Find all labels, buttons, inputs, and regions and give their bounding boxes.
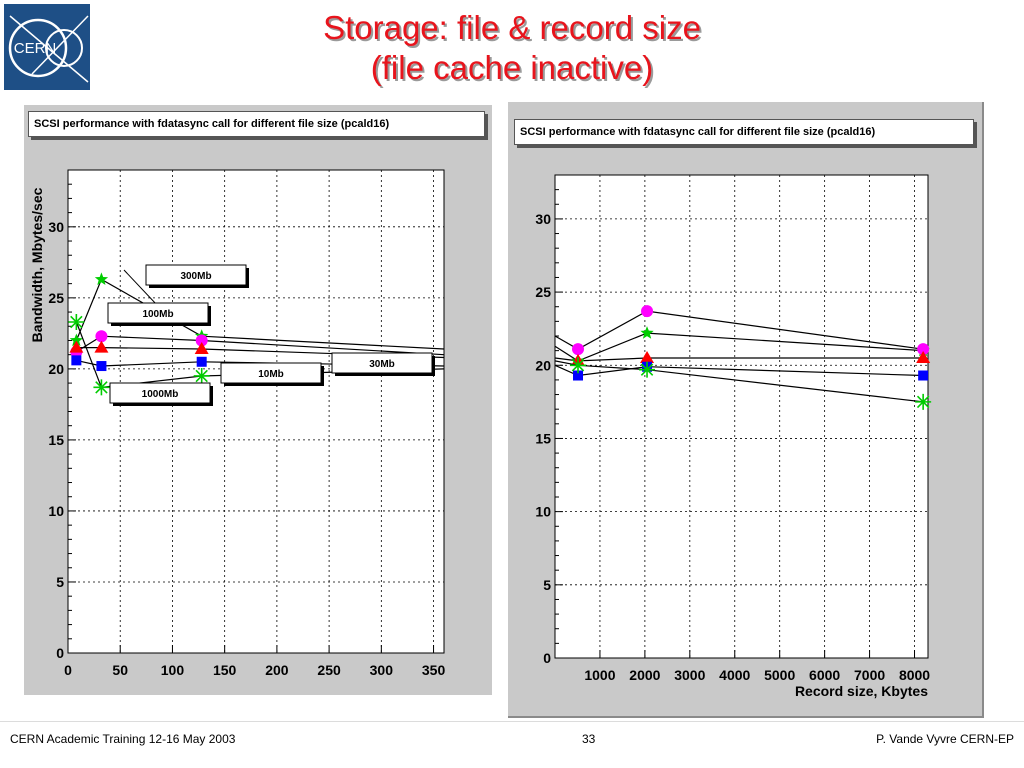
data-point (193, 367, 210, 384)
x-tick-label: 250 (317, 662, 341, 678)
plot-area (554, 174, 929, 659)
cern-logo: CERN (2, 2, 92, 92)
y-tick-label: 25 (535, 284, 551, 300)
series-label-text: 30Mb (369, 359, 395, 370)
x-tick-label: 100 (161, 662, 185, 678)
series-label-leader (123, 269, 158, 306)
y-tick-label: 10 (535, 504, 551, 520)
data-point (573, 370, 584, 381)
series-10mb (71, 355, 445, 372)
plot-area (67, 169, 445, 654)
data-point (71, 355, 82, 366)
x-tick-label: 2000 (629, 667, 660, 683)
series-line (76, 335, 445, 356)
x-tick-label: 150 (213, 662, 237, 678)
series-line (76, 347, 445, 359)
footer-event: CERN Academic Training 12-16 May 2003 (10, 732, 236, 746)
y-tick-label: 15 (48, 432, 64, 448)
x-tick-label: 4000 (719, 667, 750, 683)
x-tick-label: 7000 (854, 667, 885, 683)
x-tick-label: 0 (64, 662, 72, 678)
series-100mb (554, 305, 930, 356)
series-line (554, 360, 924, 403)
y-tick-label: 25 (48, 290, 64, 306)
data-point (95, 330, 108, 343)
y-tick-label: 0 (543, 650, 551, 666)
data-point (69, 333, 83, 347)
data-point (96, 361, 107, 372)
data-point (94, 272, 109, 285)
series-label-100mb: 100Mb (107, 302, 211, 326)
data-point (570, 357, 587, 374)
series-30mb (69, 340, 445, 359)
y-tick-label: 15 (535, 430, 551, 446)
x-tick-label: 200 (265, 662, 289, 678)
data-point (69, 340, 84, 353)
data-point (68, 314, 85, 331)
series-line (554, 310, 924, 350)
x-tick-label: 1000 (584, 667, 615, 683)
chart-right: 0 5 10 15 20 25 30 1000 2000 3000 4000 5000 6000 7000… (535, 174, 932, 699)
x-tick-label: 3000 (674, 667, 705, 683)
series-label-text: 300Mb (180, 271, 211, 282)
series-label-text: 1000Mb (142, 389, 179, 400)
series-label-10mb: 10Mb (220, 362, 324, 386)
y-tick-label: 20 (535, 357, 551, 373)
data-point (915, 393, 932, 410)
y-tick-label: 5 (56, 574, 64, 590)
chart-panel-right: SCSI performance with fdatasync call for… (508, 102, 984, 718)
y-tick-label: 10 (48, 503, 64, 519)
series-label-text: 100Mb (142, 309, 173, 320)
footer-author: P. Vande Vyvre CERN-EP (876, 732, 1014, 746)
data-point (93, 379, 110, 396)
x-tick-label: 300 (370, 662, 394, 678)
data-point (917, 343, 930, 356)
data-point (572, 343, 585, 356)
y-tick-label: 0 (56, 645, 64, 661)
data-point (639, 361, 656, 378)
x-tick-label: 350 (422, 662, 446, 678)
footer-divider (0, 721, 1024, 722)
data-point (94, 340, 109, 353)
series-label-30mb: 30Mb (331, 352, 435, 376)
y-tick-label: 20 (48, 361, 64, 377)
data-point (196, 356, 207, 367)
y-tick-label: 30 (48, 219, 64, 235)
grid-lines (68, 170, 444, 653)
slide-title-line-1: Storage: file & record size (323, 9, 701, 46)
data-point (918, 370, 929, 381)
series-line (554, 332, 924, 362)
y-tick-label: 5 (543, 577, 551, 593)
series-line (554, 364, 924, 377)
slide-title-line-2: (file cache inactive) (370, 49, 654, 86)
y-axis-label: Bandwidth, Mbytes/sec (29, 187, 45, 342)
cern-logo-graphic: CERN (2, 2, 92, 92)
data-point (195, 334, 208, 347)
x-tick-label: 8000 (899, 667, 930, 683)
data-point (640, 350, 655, 363)
grid-lines (555, 175, 928, 658)
x-tick-label: 6000 (809, 667, 840, 683)
series-label-300mb: 300Mb (123, 264, 249, 306)
series-label-1000mb: 1000Mb (109, 382, 213, 406)
chart-panel-left: SCSI performance with fdatasync call for… (24, 105, 492, 695)
chart-title-left: SCSI performance with fdatasync call for… (28, 111, 485, 137)
x-tick-label: 50 (112, 662, 128, 678)
data-point (916, 350, 931, 363)
series-line (554, 357, 924, 362)
footer-page-number: 33 (582, 732, 596, 746)
data-point (641, 305, 654, 318)
x-axis-label: Record size, Kbytes (795, 683, 928, 699)
data-point (194, 341, 209, 354)
y-tick-label: 30 (535, 211, 551, 227)
data-point (640, 326, 654, 339)
x-tick-label: 5000 (764, 667, 795, 683)
series-1000mb (554, 357, 932, 410)
series-line (76, 359, 445, 367)
logo-text: CERN (14, 40, 57, 57)
series-label-text: 10Mb (258, 369, 284, 380)
chart-title-right: SCSI performance with fdatasync call for… (514, 119, 974, 145)
